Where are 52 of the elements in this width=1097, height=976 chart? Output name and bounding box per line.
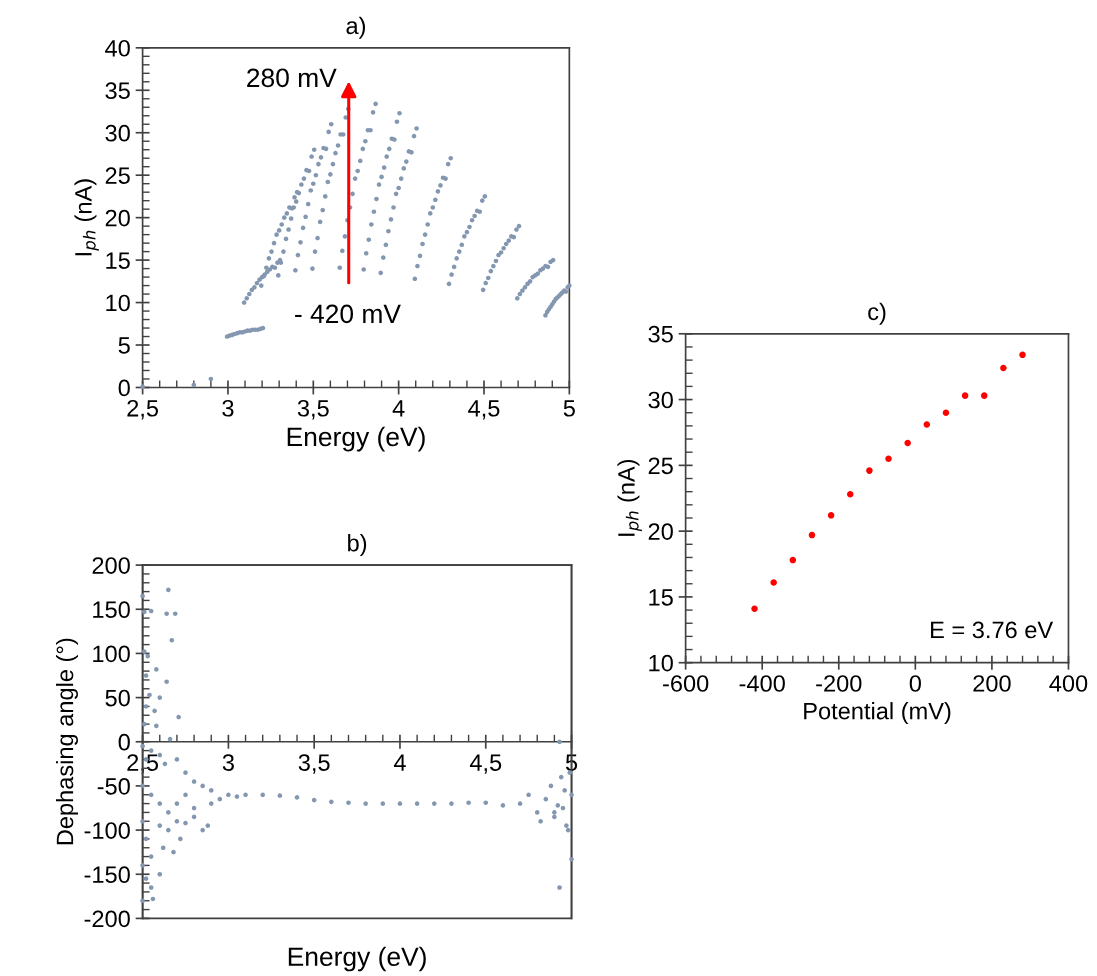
y-tick-label: 10 <box>649 654 673 672</box>
x-tick-label: 3,5 <box>297 399 329 420</box>
x-tick-label: 200 <box>973 675 1011 692</box>
x-tick-label: 400 <box>1049 675 1088 692</box>
chart-title: c) <box>868 302 886 325</box>
y-axis-title: Dephasing angle (°) <box>55 638 78 845</box>
x-axis-title: Energy (eV) <box>288 946 426 972</box>
y-tick-label: 20 <box>648 523 673 540</box>
x-tick-label: 2,5 <box>127 399 159 420</box>
y-tick-label: 0 <box>118 733 130 751</box>
y-tick-label: 20 <box>105 209 130 227</box>
x-tick-label: 3 <box>222 754 234 771</box>
x-tick-label: -400 <box>739 675 785 692</box>
chart-title: b) <box>348 534 367 557</box>
y-tick-label: 25 <box>648 457 673 475</box>
y-tick-label: -150 <box>84 866 130 884</box>
y-tick-label: -100 <box>84 822 130 839</box>
x-axis-title: Energy (eV) <box>287 426 425 452</box>
y-tick-label: 200 <box>92 557 130 574</box>
y-axis-title: I$_{ph}$ (nA) <box>617 459 642 536</box>
y-tick-label: 25 <box>105 167 130 184</box>
y-axis-title: I$_{ph}$ (nA) <box>74 179 99 256</box>
y-tick-label: 10 <box>106 294 130 312</box>
y-tick-label: 30 <box>105 124 130 142</box>
x-tick-label: 5 <box>563 400 575 417</box>
y-tick-label: 150 <box>93 601 130 619</box>
annotation: - 420 mV <box>295 304 401 324</box>
x-tick-label: 4,5 <box>468 400 500 420</box>
annotation: 280 mV <box>247 68 337 88</box>
y-tick-label: 5 <box>118 337 130 354</box>
x-tick-label: 4 <box>393 754 406 771</box>
y-tick-label: 50 <box>105 689 130 707</box>
x-tick-label: 0 <box>909 675 921 692</box>
y-tick-label: 35 <box>105 82 130 100</box>
y-tick-label: 100 <box>93 645 130 663</box>
x-tick-label: -600 <box>663 675 709 692</box>
x-tick-label: -200 <box>816 675 862 692</box>
y-tick-label: -200 <box>84 910 130 928</box>
x-tick-label: 3 <box>222 399 234 417</box>
x-tick-label: 4 <box>392 400 405 417</box>
x-axis-title: Potential (mV) <box>804 702 951 725</box>
y-tick-label: 0 <box>118 379 130 397</box>
y-tick-label: 30 <box>648 391 673 409</box>
y-tick-label: 35 <box>648 325 673 343</box>
chart-title: a) <box>346 16 366 39</box>
y-tick-label: 15 <box>106 252 130 269</box>
x-tick-label: 3,5 <box>298 754 330 774</box>
annotation: E = 3.76 eV <box>931 621 1054 639</box>
y-tick-label: 40 <box>105 39 130 57</box>
y-tick-label: 15 <box>649 589 673 606</box>
y-tick-label: -50 <box>97 777 130 795</box>
x-tick-label: 4,5 <box>469 754 502 774</box>
